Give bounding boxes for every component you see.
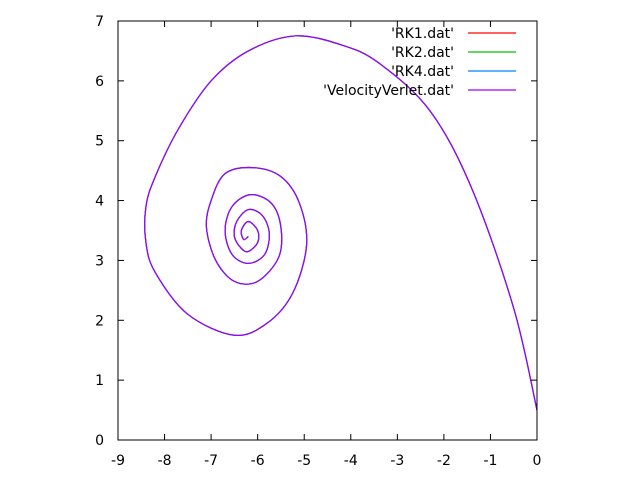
x-tick-label: -8: [158, 453, 172, 469]
x-tick-label: -3: [390, 453, 404, 469]
legend-label: 'VelocityVerlet.dat': [323, 83, 454, 99]
legend: 'RK1.dat' 'RK2.dat' 'RK4.dat' 'VelocityVerl…: [323, 26, 516, 99]
y-tick-label: 0: [95, 433, 104, 449]
y-tick-label: 5: [95, 134, 104, 150]
legend-label: 'RK2.dat': [391, 45, 454, 61]
x-tick-label: -5: [297, 453, 311, 469]
legend-label: 'RK4.dat': [391, 64, 454, 80]
legend-label: 'RK1.dat': [391, 26, 454, 42]
x-tick-label: -9: [111, 453, 125, 469]
series-layer: [144, 35, 538, 411]
y-tick-label: 1: [95, 373, 104, 389]
y-tick-label: 6: [95, 74, 104, 90]
x-tick-label: -2: [437, 453, 451, 469]
y-tick-label: 2: [95, 313, 104, 329]
x-tick-label: -7: [204, 453, 218, 469]
x-tick-label: -6: [251, 453, 265, 469]
x-tick-label: -4: [344, 453, 358, 469]
plot-frame: [117, 20, 538, 441]
y-tick-label: 7: [95, 14, 104, 30]
y-tick-label: 3: [95, 253, 104, 269]
x-tick-label: -1: [483, 453, 497, 469]
series-line-3: [144, 35, 538, 411]
y-tick-label: 4: [95, 194, 104, 210]
axes-layer: -9 -8 -7 -6 -5 -4 -3 -2 -1 0 0 1 2 3 4 5 6 7: [95, 14, 541, 469]
x-tick-label: 0: [533, 453, 542, 469]
